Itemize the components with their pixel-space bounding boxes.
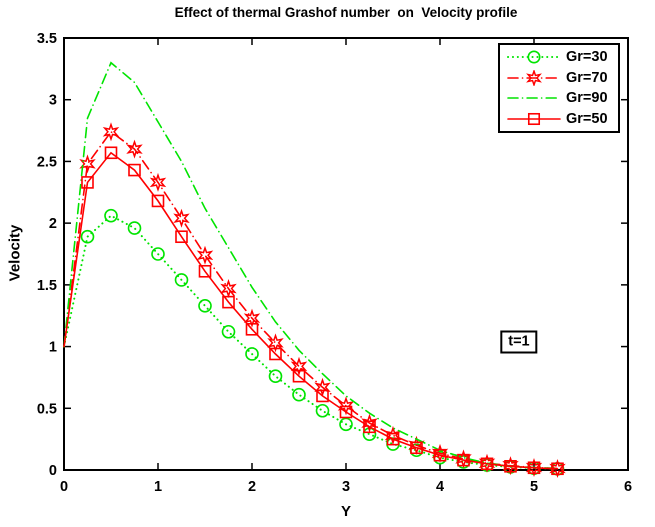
legend-entry-gr90: Gr=90: [506, 88, 618, 108]
marker-square: [175, 230, 188, 244]
marker-square: [410, 441, 423, 455]
marker-square: [457, 453, 470, 467]
y-tick-label: 1.5: [37, 278, 57, 294]
marker-square: [480, 457, 494, 471]
series-line-Gr-50: [63, 151, 559, 470]
legend-label: Gr=70: [566, 69, 608, 86]
legend-entry-gr50: Gr=50: [506, 109, 618, 129]
legend-sample-gr90: [507, 97, 561, 100]
x-tick-label: 5: [530, 479, 538, 495]
marker-hexagram: [384, 425, 402, 445]
legend-sample-gr30: [507, 50, 561, 64]
legend-marker-square: [527, 112, 541, 125]
marker-square: [245, 322, 259, 336]
series-line-Gr-70: [63, 130, 559, 470]
marker-square: [128, 163, 141, 177]
y-tick-label: 0.5: [37, 401, 57, 417]
x-tick-label: 0: [60, 479, 68, 495]
marker-hexagram: [126, 139, 143, 159]
marker-hexagram: [243, 308, 261, 328]
marker-hexagram: [102, 122, 120, 142]
marker-square: [433, 448, 447, 462]
marker-square: [151, 194, 165, 208]
marker-square: [104, 146, 118, 160]
marker-circle: [315, 403, 330, 418]
marker-circle: [174, 273, 189, 287]
series-line-Gr-30: [63, 214, 559, 470]
marker-hexagram: [337, 396, 355, 416]
marker-circle: [245, 347, 259, 361]
marker-circle: [268, 369, 283, 383]
legend-label: Gr=50: [566, 110, 608, 127]
marker-circle: [292, 387, 306, 402]
marker-circle: [221, 324, 236, 339]
marker-square: [527, 461, 541, 475]
y-tick-label: 3.5: [37, 31, 57, 47]
x-tick-label: 6: [624, 479, 632, 495]
x-tick-label: 3: [342, 479, 350, 495]
marker-square: [269, 347, 282, 361]
marker-square: [339, 405, 353, 419]
chart-title: Effect of thermal Grashof number on Velo…: [174, 5, 518, 20]
legend-marker-circle: [527, 50, 541, 64]
legend-label: Gr=90: [566, 90, 608, 106]
marker-circle: [104, 208, 118, 223]
annotation-t-equals-1: t=1: [500, 330, 538, 354]
series-line-Gr-90: [63, 61, 559, 470]
y-tick-label: 2: [49, 216, 57, 232]
marker-circle: [151, 247, 165, 261]
marker-square: [198, 264, 212, 278]
marker-hexagram: [361, 413, 378, 433]
legend-entry-gr70: Gr=70: [506, 68, 618, 88]
marker-circle: [339, 417, 353, 432]
marker-square: [292, 369, 306, 383]
y-axis-label: Velocity: [6, 224, 24, 282]
x-tick-label: 2: [248, 479, 256, 495]
marker-square: [363, 420, 376, 434]
marker-square: [551, 462, 564, 476]
legend-entry-gr30: Gr=30: [506, 47, 618, 67]
marker-hexagram: [79, 154, 96, 174]
marker-square: [81, 176, 94, 189]
marker-hexagram: [149, 172, 167, 192]
y-tick-label: 3: [49, 93, 57, 109]
marker-hexagram: [196, 245, 214, 265]
marker-hexagram: [173, 208, 190, 228]
marker-square: [222, 295, 235, 309]
y-tick-label: 0: [49, 463, 57, 479]
legend-marker-hexagram: [526, 69, 542, 86]
marker-square: [504, 459, 517, 473]
x-tick-label: 1: [154, 479, 162, 495]
y-tick-label: 1: [49, 340, 57, 356]
marker-hexagram: [290, 356, 308, 376]
legend-sample-gr70: [507, 69, 561, 86]
marker-hexagram: [267, 333, 284, 353]
marker-circle: [198, 299, 212, 313]
marker-square: [386, 432, 400, 446]
x-axis-label: Y: [340, 503, 351, 520]
legend-box: Gr=30 Gr=70 Gr=90 Gr=50: [498, 43, 620, 133]
y-tick-label: 2.5: [37, 154, 57, 170]
marker-circle: [80, 229, 95, 244]
legend-sample-gr50: [507, 112, 561, 125]
marker-square: [316, 389, 329, 403]
marker-circle: [127, 221, 142, 235]
x-tick-label: 4: [436, 479, 444, 495]
legend-label: Gr=30: [566, 49, 608, 65]
marker-hexagram: [220, 279, 237, 299]
marker-hexagram: [314, 377, 331, 397]
